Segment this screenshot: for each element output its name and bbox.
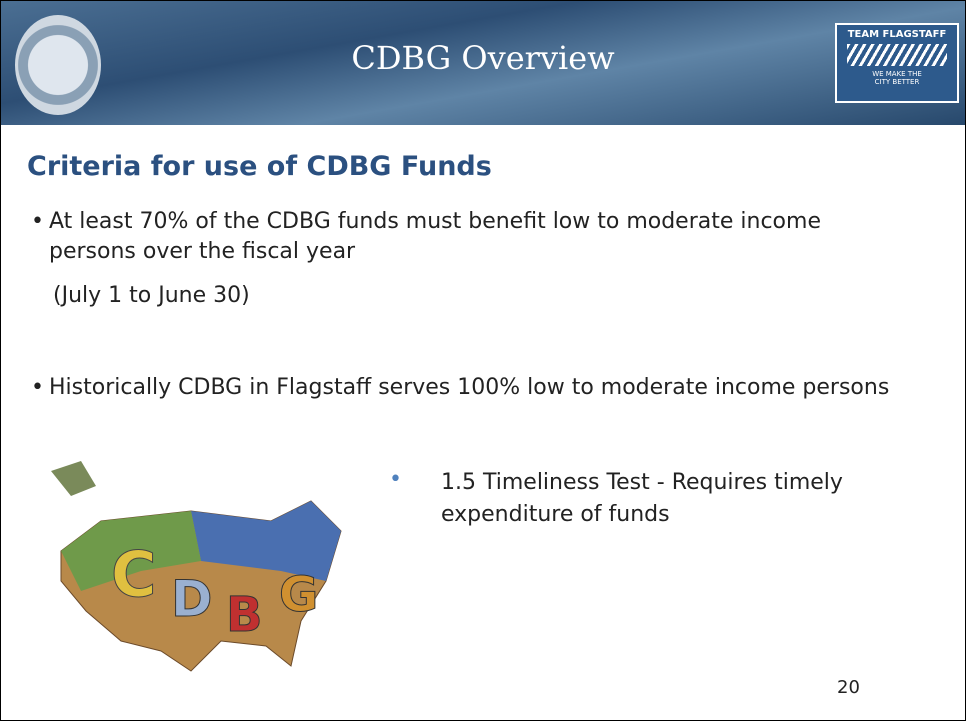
bullet: Historically CDBG in Flagstaff serves 10… [31, 373, 949, 403]
map-letter: G [279, 567, 318, 623]
map-letter: C [111, 538, 157, 611]
bullet: At least 70% of the CDBG funds must bene… [31, 207, 889, 267]
logo-text: TEAM FLAGSTAFF [837, 29, 957, 40]
alaska [51, 461, 96, 496]
map-letter: B [226, 587, 263, 643]
logo-text: CITY BETTER [837, 78, 957, 86]
map-letter: D [171, 570, 213, 628]
note: (July 1 to June 30) [53, 283, 250, 308]
heading: Criteria for use of CDBG Funds [27, 151, 492, 182]
slide-title: CDBG Overview [1, 39, 965, 77]
page-number: 20 [837, 677, 860, 698]
team-logo: TEAM FLAGSTAFF WE MAKE THE CITY BETTER [835, 23, 959, 103]
header-banner: CDBG Overview TEAM FLAGSTAFF WE MAKE THE… [1, 1, 965, 125]
bullet-dot: • [389, 467, 402, 492]
cdbg-map: C D B G [41, 451, 361, 691]
side-bullet: 1.5 Timeliness Test - Requires timely ex… [441, 467, 911, 531]
logo-stripes [847, 44, 947, 66]
logo-text: WE MAKE THE [837, 70, 957, 78]
slide: CDBG Overview TEAM FLAGSTAFF WE MAKE THE… [0, 0, 966, 721]
